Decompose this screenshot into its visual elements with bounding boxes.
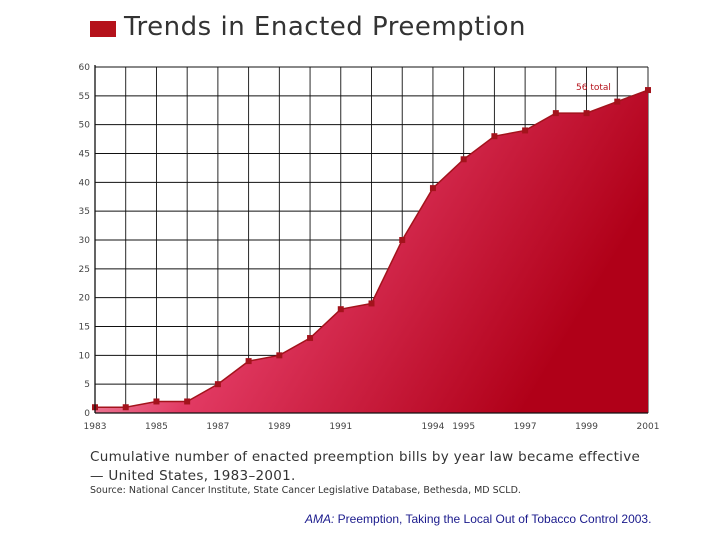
citation-text: Preemption, Taking the Local Out of Toba… [334,512,652,526]
x-tick-label: 1983 [84,422,107,432]
x-tick-label: 2001 [637,422,660,432]
y-tick-label: 20 [79,294,91,304]
area-fill [95,90,648,414]
data-point [491,133,498,140]
x-tick-label: 1995 [452,422,475,432]
x-tick-label: 1994 [421,422,444,432]
total-annotation: 56 total [576,83,611,93]
data-point [522,127,529,134]
y-tick-label: 45 [79,150,90,160]
y-tick-label: 10 [79,351,91,361]
y-tick-label: 25 [79,265,90,275]
y-tick-label: 40 [79,178,91,188]
y-tick-label: 0 [84,409,90,419]
data-point [245,358,252,365]
figure-source: Source: National Cancer Institute, State… [90,485,521,496]
x-tick-label: 1985 [145,422,168,432]
y-tick-labels: 0 5 10 15 20 25 30 35 40 45 50 55 60 [79,63,91,419]
data-point [614,98,621,105]
y-tick-label: 35 [79,207,90,217]
x-tick-label: 1987 [206,422,229,432]
y-tick-label: 50 [79,121,91,131]
figure-caption: Cumulative number of enacted preemption … [90,449,641,484]
data-point [368,300,375,307]
data-point [645,87,651,94]
data-point [583,110,590,117]
y-tick-label: 55 [79,92,90,102]
chart-title: Trends in Enacted Preemption [124,12,526,42]
citation: AMA: Preemption, Taking the Local Out of… [305,512,651,526]
axes [94,65,648,414]
y-tick-label: 60 [79,63,91,73]
data-point [552,110,559,117]
data-point [153,398,160,405]
x-tick-label: 1989 [268,422,291,432]
data-point [337,306,344,313]
title-swatch [90,21,116,37]
data-point [429,185,436,192]
x-tick-label: 1997 [514,422,537,432]
x-tick-label: 1999 [575,422,598,432]
data-point [214,381,221,388]
y-tick-label: 5 [84,380,90,390]
y-tick-label: 15 [79,323,90,333]
citation-lead: AMA: [305,512,335,526]
x-tick-label: 1991 [329,422,352,432]
data-point [307,335,314,342]
data-point [276,352,283,359]
data-point [460,156,467,163]
data-point [184,398,191,405]
y-tick-label: 30 [79,236,91,246]
data-point [399,237,406,243]
x-tick-labels: 1983 1985 1987 1989 1991 1994 1995 1997 1999 2001 [84,422,660,432]
data-point [122,404,129,411]
